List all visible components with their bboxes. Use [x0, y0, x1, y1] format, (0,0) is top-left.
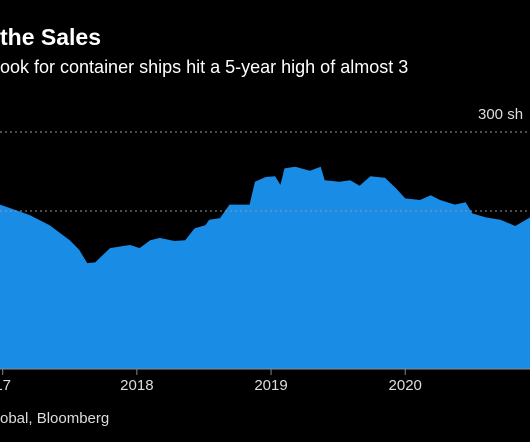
- chart-subtitle: ook for container ships hit a 5-year hig…: [0, 57, 408, 77]
- area: [0, 166, 530, 369]
- x-tick-label: 17: [0, 377, 11, 394]
- x-tick-label: 2019: [254, 377, 287, 394]
- x-tick-label: 2020: [389, 377, 422, 394]
- x-tick-label: 2018: [120, 377, 153, 394]
- chart-title: the Sales: [0, 24, 101, 50]
- source: obal, Bloomberg: [0, 410, 109, 427]
- y-tick-label: 300 sh: [478, 106, 523, 123]
